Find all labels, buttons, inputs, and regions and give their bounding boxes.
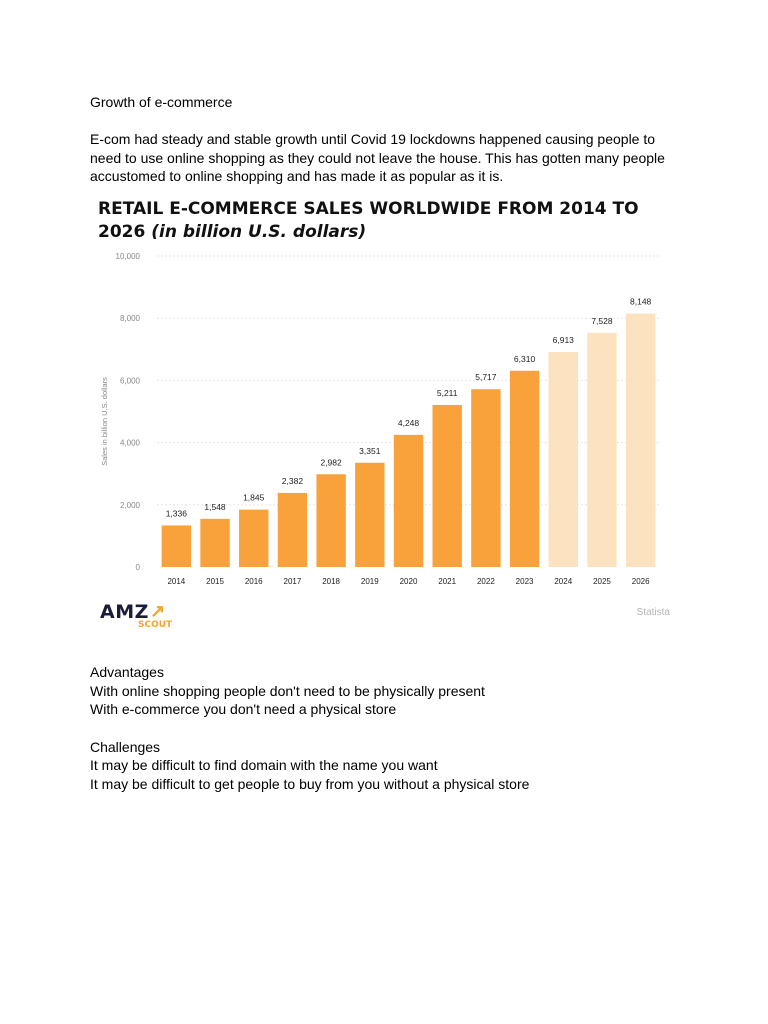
- challenge-item: It may be difficult to get people to buy…: [90, 776, 530, 792]
- bar: [161, 525, 192, 567]
- bar: [471, 389, 501, 567]
- bar: [239, 509, 269, 567]
- x-tick-label: 2015: [206, 577, 224, 586]
- bar-value-label: 6,913: [553, 335, 575, 345]
- x-tick-label: 2017: [284, 577, 302, 586]
- challenges-heading: Challenges: [90, 739, 161, 755]
- intro-line: E-com had steady and stable growth until…: [90, 131, 656, 147]
- intro-paragraph: E-com had steady and stable growth until…: [90, 130, 690, 186]
- bar-value-label: 1,548: [204, 502, 226, 512]
- x-tick-label: 2023: [516, 577, 534, 586]
- bar: [355, 462, 385, 567]
- x-tick-label: 2022: [477, 577, 495, 586]
- bar-value-label: 5,717: [475, 372, 497, 382]
- bar: [625, 313, 656, 567]
- x-tick-label: 2018: [322, 577, 340, 586]
- bar-value-label: 5,211: [437, 388, 458, 398]
- bar-value-label: 2,382: [282, 476, 304, 486]
- logo-text: AMZ: [100, 601, 149, 623]
- logo-subtext: SCOUT: [138, 620, 173, 630]
- chart-title-unit: (in billion U.S. dollars): [151, 222, 367, 242]
- bar-chart: 0 2,000 4,000 6,000 8,000 10,000 Sales in bill…: [100, 252, 660, 586]
- y-tick-label: 2,000: [120, 501, 141, 510]
- chart-figure: RETAIL E-COMMERCE SALES WORLDWIDE FROM 2…: [90, 193, 676, 635]
- bar: [432, 404, 462, 567]
- advantage-item: With e-commerce you don't need a physica…: [90, 701, 397, 717]
- logo-arrow-icon: ↗: [150, 601, 166, 621]
- bar-value-label: 8,148: [630, 297, 652, 307]
- doc-heading: Growth of e-commerce: [90, 94, 233, 110]
- y-tick-label: 10,000: [116, 252, 141, 261]
- bar: [316, 474, 346, 567]
- chart-title-line2: 2026 (in billion U.S. dollars): [98, 221, 639, 244]
- bar-value-label: 1,336: [166, 508, 188, 518]
- chart-source: Statista: [636, 607, 670, 618]
- bar: [548, 352, 578, 567]
- bar: [509, 370, 540, 567]
- intro-line: need to use online shopping as they coul…: [90, 149, 665, 166]
- bar-value-label: 1,845: [243, 493, 265, 503]
- advantages-heading: Advantages: [90, 664, 164, 680]
- y-tick-label: 0: [136, 563, 141, 572]
- x-tick-label: 2014: [167, 577, 185, 586]
- chart-title-line1: RETAIL E-COMMERCE SALES WORLDWIDE FROM 2…: [98, 199, 639, 219]
- challenge-item: It may be difficult to find domain with …: [90, 757, 438, 773]
- bar: [277, 492, 308, 567]
- x-tick-label: 2024: [554, 577, 572, 586]
- bar-value-label: 7,528: [591, 316, 613, 326]
- bar: [587, 332, 617, 567]
- y-axis-label: Sales in billion U.S. dollars: [100, 377, 109, 466]
- bar: [200, 518, 230, 567]
- bar-value-label: 2,982: [320, 457, 342, 467]
- x-tick-label: 2021: [438, 577, 456, 586]
- y-tick-label: 8,000: [120, 314, 141, 323]
- x-tick-label: 2020: [400, 577, 418, 586]
- x-tick-label: 2016: [245, 577, 263, 586]
- x-tick-label: 2019: [361, 577, 379, 586]
- y-tick-label: 4,000: [120, 439, 141, 448]
- advantage-item: With online shopping people don't need t…: [90, 683, 485, 699]
- chart-title-year: 2026: [98, 222, 146, 242]
- bar-value-label: 3,351: [359, 446, 381, 456]
- y-tick-label: 6,000: [120, 376, 141, 385]
- x-tick-label: 2025: [593, 577, 611, 586]
- chart-title: RETAIL E-COMMERCE SALES WORLDWIDE FROM 2…: [98, 198, 639, 244]
- bar: [393, 434, 424, 567]
- intro-line: accustomed to online shopping and has ma…: [90, 168, 504, 184]
- x-tick-label: 2026: [632, 577, 650, 586]
- bar-value-label: 4,248: [398, 418, 420, 428]
- bar-value-label: 6,310: [514, 354, 536, 364]
